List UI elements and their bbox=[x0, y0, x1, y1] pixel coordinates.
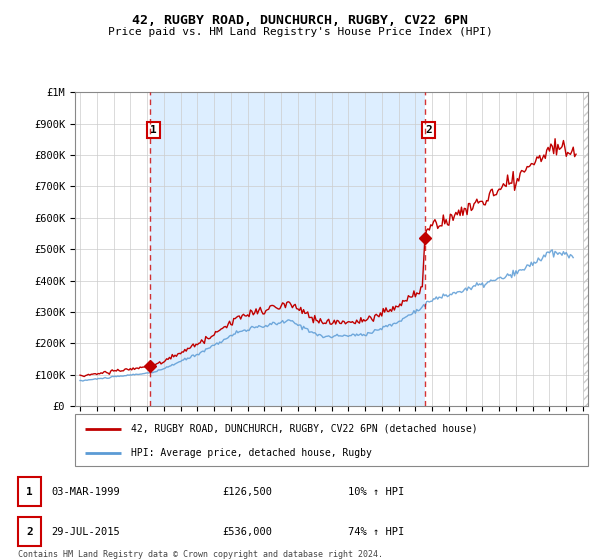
Text: 29-JUL-2015: 29-JUL-2015 bbox=[51, 528, 120, 537]
Text: Contains HM Land Registry data © Crown copyright and database right 2024.
This d: Contains HM Land Registry data © Crown c… bbox=[18, 550, 383, 560]
Bar bbox=[150, 92, 425, 406]
Text: 42, RUGBY ROAD, DUNCHURCH, RUGBY, CV22 6PN (detached house): 42, RUGBY ROAD, DUNCHURCH, RUGBY, CV22 6… bbox=[131, 424, 478, 434]
Text: HPI: Average price, detached house, Rugby: HPI: Average price, detached house, Rugb… bbox=[131, 448, 373, 458]
Text: 03-MAR-1999: 03-MAR-1999 bbox=[51, 487, 120, 497]
Text: 10% ↑ HPI: 10% ↑ HPI bbox=[348, 487, 404, 497]
Text: 2: 2 bbox=[425, 125, 431, 135]
Text: £536,000: £536,000 bbox=[222, 528, 272, 537]
Text: 2: 2 bbox=[26, 528, 33, 537]
Text: 42, RUGBY ROAD, DUNCHURCH, RUGBY, CV22 6PN: 42, RUGBY ROAD, DUNCHURCH, RUGBY, CV22 6… bbox=[132, 14, 468, 27]
Text: 1: 1 bbox=[26, 487, 33, 497]
Bar bbox=[583, 92, 596, 406]
Text: 1: 1 bbox=[150, 125, 157, 135]
Text: 74% ↑ HPI: 74% ↑ HPI bbox=[348, 528, 404, 537]
FancyBboxPatch shape bbox=[75, 414, 588, 466]
Text: £126,500: £126,500 bbox=[222, 487, 272, 497]
Text: Price paid vs. HM Land Registry's House Price Index (HPI): Price paid vs. HM Land Registry's House … bbox=[107, 27, 493, 37]
